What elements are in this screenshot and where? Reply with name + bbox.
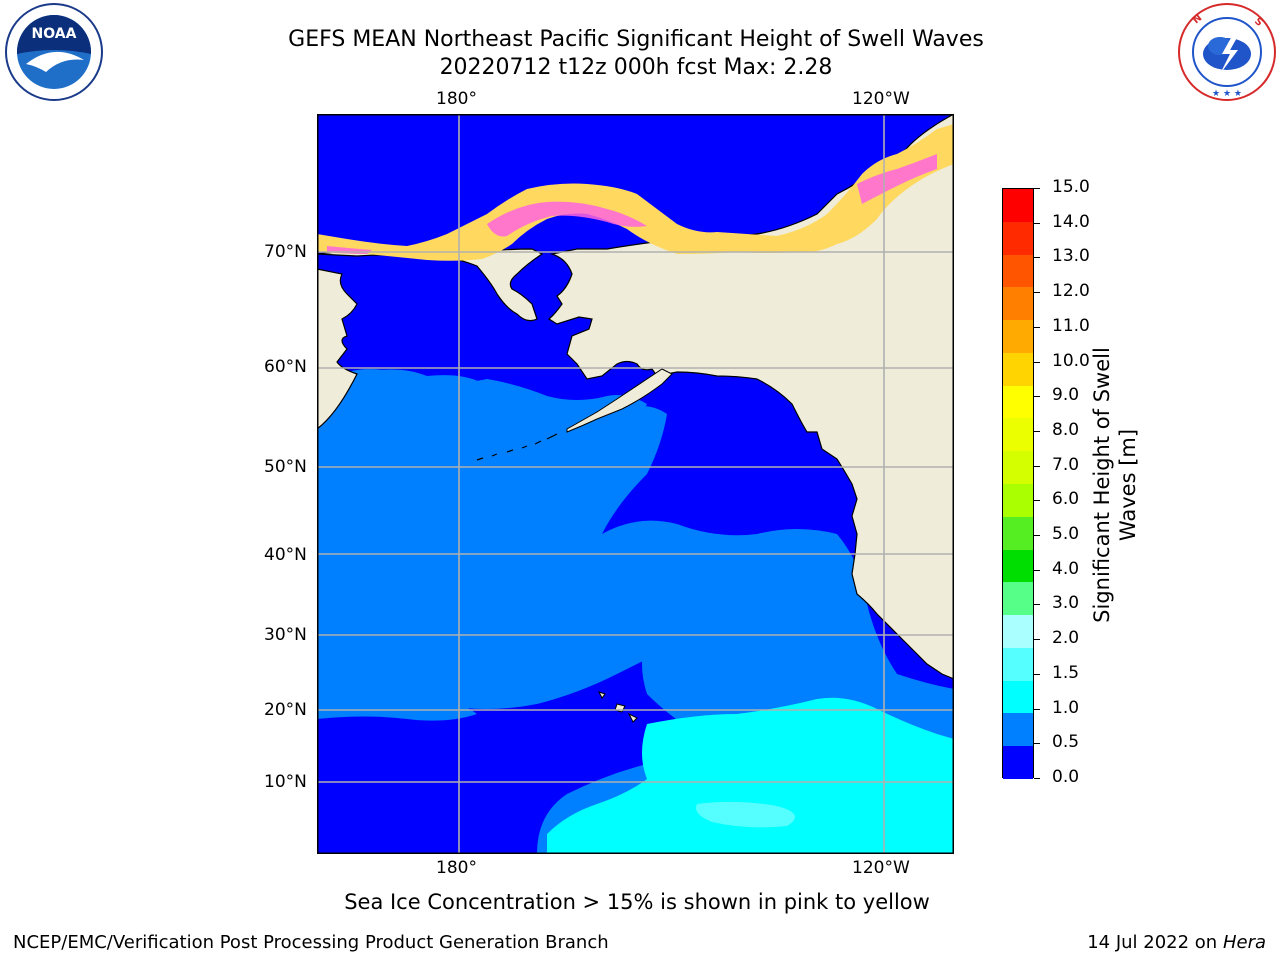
swell-zone-high-inner <box>696 801 795 828</box>
colorbar-tick <box>1034 778 1040 779</box>
nws-logo: N S ★ ★ ★ <box>1176 2 1278 102</box>
footer-host: Hera <box>1222 932 1266 953</box>
colorbar-segment <box>1003 418 1033 452</box>
colorbar-tick <box>1034 673 1040 675</box>
colorbar-tick-label: 5.0 <box>1052 524 1080 545</box>
svg-text:★ ★ ★: ★ ★ ★ <box>1212 89 1242 99</box>
lat-label-60n: 60°N <box>264 357 307 377</box>
colorbar-tick-label: 15.0 <box>1052 177 1090 197</box>
colorbar-segment <box>1003 615 1033 649</box>
colorbar-tick-label: 14.0 <box>1052 211 1090 232</box>
colorbar-tick-label: 0.5 <box>1052 732 1080 753</box>
colorbar-tick <box>1034 396 1040 398</box>
colorbar-tick <box>1034 604 1040 606</box>
colorbar-tick <box>1034 708 1040 710</box>
noaa-logo: NOAA <box>4 2 104 102</box>
colorbar-tick-label: 0.0 <box>1052 767 1080 787</box>
colorbar-segment <box>1003 746 1033 780</box>
colorbar-segment <box>1003 254 1033 288</box>
map-border <box>317 114 954 854</box>
top-lon-label-120w: 120°W <box>852 89 910 109</box>
footer-branch: NCEP/EMC/Verification Post Processing Pr… <box>13 932 609 953</box>
colorbar-tick-label: 1.5 <box>1052 662 1080 683</box>
colorbar-title: Significant Height of Swell Waves [m] <box>1090 347 1140 623</box>
colorbar-segment <box>1003 221 1033 256</box>
lat-label-20n: 20°N <box>264 700 307 720</box>
lat-label-40n: 40°N <box>264 545 307 565</box>
colorbar-segment <box>1003 582 1033 616</box>
colorbar-tick-label: 6.0 <box>1052 489 1080 510</box>
colorbar-tick-label: 11.0 <box>1052 315 1090 336</box>
lat-label-10n: 10°N <box>264 772 307 792</box>
lat-label-70n: 70°N <box>264 242 307 262</box>
chart-subtitle: 20220712 t12z 000h fcst Max: 2.28 <box>439 55 833 80</box>
top-lon-label-180: 180° <box>436 89 477 109</box>
colorbar-tick-label: 10.0 <box>1052 350 1090 371</box>
bottom-lon-label-120w: 120°W <box>852 858 910 878</box>
land-hawaii <box>598 691 638 723</box>
colorbar-tick <box>1034 465 1040 467</box>
sea-ice-band <box>317 124 954 261</box>
colorbar-tick <box>1034 361 1040 363</box>
colorbar-tick <box>1034 292 1040 294</box>
colorbar-segment <box>1003 549 1033 583</box>
colorbar-segment <box>1003 385 1033 419</box>
noaa-text: NOAA <box>32 26 77 42</box>
swell-zone-mid-sw <box>317 674 477 721</box>
colorbar <box>1002 188 1034 780</box>
colorbar-tick-label: 12.0 <box>1052 281 1090 302</box>
colorbar-segment <box>1003 680 1033 714</box>
colorbar-tick <box>1034 326 1040 328</box>
colorbar-segment <box>1003 189 1033 223</box>
colorbar-segment <box>1003 352 1033 387</box>
colorbar-segment <box>1003 647 1033 682</box>
colorbar-tick <box>1034 188 1040 189</box>
colorbar-tick <box>1034 639 1040 641</box>
footer-date: 14 Jul 2022 on Hera <box>1087 932 1266 953</box>
colorbar-tick <box>1034 569 1040 571</box>
swell-zone-high <box>547 697 954 854</box>
lat-label-30n: 30°N <box>264 625 307 645</box>
land-aleutian-arc <box>476 433 558 461</box>
colorbar-tick-label: 13.0 <box>1052 246 1090 267</box>
colorbar-tick-label: 8.0 <box>1052 419 1080 440</box>
colorbar-tick <box>1034 222 1040 224</box>
colorbar-segment <box>1003 287 1033 321</box>
footer-date-text: 14 Jul 2022 on <box>1087 932 1223 953</box>
swell-zone-mid-nw <box>317 369 647 457</box>
colorbar-tick-label: 4.0 <box>1052 558 1080 579</box>
colorbar-segment <box>1003 451 1033 485</box>
colorbar-segment <box>1003 516 1033 551</box>
swell-height-map <box>316 112 955 854</box>
colorbar-tick-label: 7.0 <box>1052 454 1080 475</box>
colorbar-segment <box>1003 713 1033 747</box>
colorbar-tick <box>1034 257 1040 259</box>
land-north-america <box>547 112 955 680</box>
colorbar-tick-label: 9.0 <box>1052 385 1080 406</box>
lat-label-50n: 50°N <box>264 457 307 477</box>
colorbar-tick <box>1034 430 1040 432</box>
colorbar-segment <box>1003 320 1033 354</box>
colorbar-segment <box>1003 484 1033 518</box>
swell-zone-mid-west <box>317 484 471 619</box>
colorbar-tick <box>1034 535 1040 537</box>
bottom-lon-label-180: 180° <box>436 858 477 878</box>
land-alaska-peninsula <box>566 368 673 433</box>
ice-caption: Sea Ice Concentration > 15% is shown in … <box>344 890 930 914</box>
colorbar-tick-label: 1.0 <box>1052 697 1080 718</box>
chart-title: GEFS MEAN Northeast Pacific Significant … <box>288 27 984 52</box>
colorbar-tick <box>1034 500 1040 502</box>
swell-zone-mid <box>317 369 677 709</box>
colorbar-tick <box>1034 743 1040 745</box>
colorbar-tick-label: 3.0 <box>1052 593 1080 614</box>
graticule <box>317 114 954 854</box>
colorbar-tick-label: 2.0 <box>1052 628 1080 649</box>
